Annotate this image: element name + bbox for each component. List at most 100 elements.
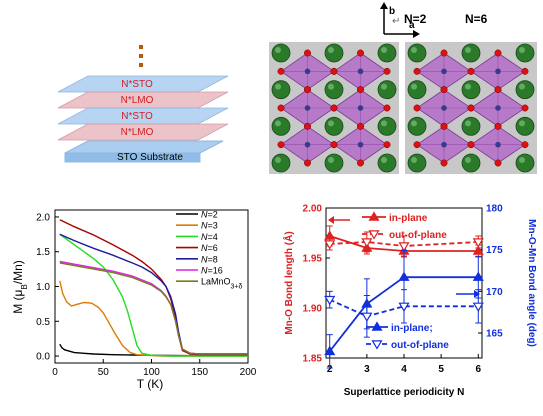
oxygen-atom [357,86,364,94]
legend-label-prefix: N [201,232,208,242]
legend-label-prefix: N [201,243,208,253]
x-tick-label: 200 [240,367,257,378]
mn-atom [441,68,447,75]
stack-layer-label: N*STO [121,79,153,90]
series-line [328,276,479,352]
sr-la-atom [271,116,291,136]
series [324,216,484,369]
mn-atom [357,141,364,148]
legend: in-plane out-of-plane in-plane; out-of-plan… [362,211,449,351]
atom-highlight [381,47,387,53]
atom-highlight [381,120,387,127]
b-axis-label: b [389,6,395,17]
sr-la-atom [515,80,535,100]
x-tick-label: 3 [364,364,370,375]
legend-label-suffix: =3 [208,221,218,231]
oxygen-atom [413,104,421,112]
crystal-structure-svg: ↵ N=2 N=6 b a [269,2,537,174]
sr-la-atom [271,80,291,100]
data-point [368,211,380,221]
mn-atom [441,141,447,148]
y-axis-label: M (μB/Mn) [11,260,29,314]
sr-la-atom [324,153,344,173]
series-line [59,262,248,355]
mn-atom [304,68,311,75]
y-axis-right-label: Mn-O-Mn Bond angle (deg) [526,219,537,347]
oxygen-atom [440,122,448,130]
atom-highlight [381,157,387,163]
sr-la-atom [515,116,535,136]
data-point [324,295,336,306]
substrate-front [64,152,201,163]
atom-highlight [275,47,281,53]
sr-la-atom [407,80,427,100]
atom-highlight [519,120,525,127]
right-axis-pointer-head [474,290,480,298]
oxygen-atom [440,49,448,57]
a-axis-label: a [409,20,415,31]
stack-ellipsis [139,45,143,67]
legend-label-prefix: N [201,266,208,276]
legend-label: out-of-plane [389,230,447,241]
b-axis-arrowhead [380,2,388,9]
sr-la-atom [515,153,535,173]
oxygen-atom [494,49,502,57]
oxygen-atom [521,67,529,75]
bond-chart: 2 3 4 5 6 1.85 1.90 1.95 2.00 165 170 175 180 in-pla… [282,204,537,399]
data-point [472,271,484,281]
series-line [59,280,248,357]
mn-atom [357,105,364,111]
data-point [472,302,484,313]
y-tick-label: 0.5 [36,317,50,328]
data-point [368,230,380,240]
oxygen-atom [330,141,338,149]
series-line [59,233,248,355]
y-tick-label: 1.95 [303,254,323,265]
oxygen-atom [413,141,421,149]
legend-label: N=4 [201,232,218,242]
series-line [329,235,479,252]
x-tick-label: 50 [98,367,110,378]
left-structure-label: N=2 [404,12,427,26]
legend-label-suffix: =8 [208,254,218,264]
x-tick-label: 100 [143,367,160,378]
atom-highlight [465,83,471,90]
stack-layer-label: N*LMO [121,95,154,106]
oxygen-atom [383,67,391,75]
lattice-n2 [269,42,399,174]
atom-highlight [381,83,387,90]
x-tick-label: 6 [476,364,482,375]
oxygen-atom [357,49,364,57]
oxygen-atom [357,122,364,130]
left-marker: ↵ [392,16,400,27]
atom-highlight [465,120,471,127]
sr-la-atom [377,43,397,63]
data-point [324,240,336,250]
sr-la-atom [324,80,344,100]
oxygen-atom [467,141,475,149]
mn-atom [495,141,501,148]
atom-highlight [519,83,525,90]
y2-tick-label: 175 [486,245,503,256]
legend-label: N=6 [201,243,218,253]
y-tick-label: 1.0 [36,282,50,293]
y-tick-label: 2.00 [303,204,323,215]
sr-la-atom [461,43,481,63]
axis-indicator: b a [380,2,420,38]
legend-label-suffix: =2 [208,210,218,220]
oxygen-atom [494,86,502,94]
data-point [371,321,383,331]
sr-la-atom [377,80,397,100]
y-label-sub: B [20,284,29,289]
oxygen-atom [383,104,391,112]
oxygen-atom [440,86,448,94]
legend-label-suffix: 3+δ [231,283,243,290]
oxygen-atom [521,141,529,149]
atom-highlight [519,157,525,163]
magnetization-chart-panel: 0 50 100 150 200 0.0 0.5 1.0 1.5 2.0 N=2 N=3 N=4 N=6… [0,190,270,411]
data-point [398,271,410,281]
y-label-tail: /Mn) [11,260,25,284]
sr-la-atom [324,43,344,63]
oxygen-atom [494,159,502,167]
